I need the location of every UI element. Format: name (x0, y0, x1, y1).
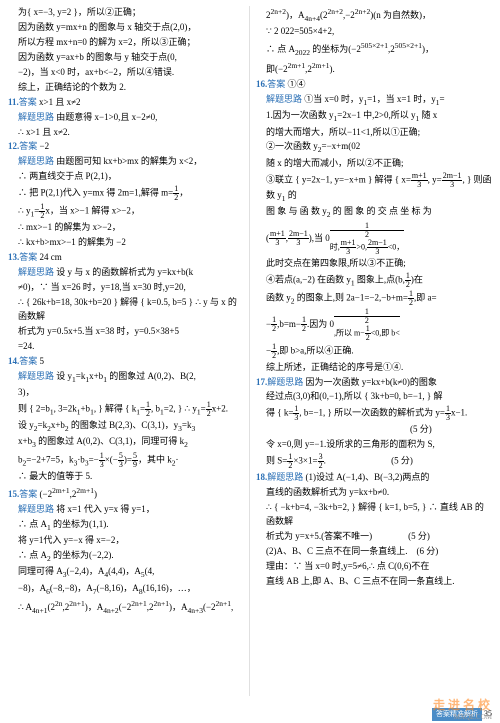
text-line: ∴ A4n+1(22n,22n+1)，A4n+2(−22n+1,22n+1)，A… (8, 598, 244, 616)
text-line: b2=−2+7=5，k3·b3=−13×(−53)=59，其中 k2· (8, 452, 244, 469)
page-content: 为{ x=−3, y=2 }，所以②正确；因为函数 y=mx+n 的图象与 x … (0, 0, 500, 698)
text-line: 经过点(3,0)和(0,−1),所以 { 3k+b=0, b=−1, } 解 (256, 390, 492, 404)
text-line: ∴ { −k+b=4, −3k+b=2, } 解得 { k=1, b=5, } … (256, 501, 492, 529)
text-line: −2)，当 x<0 时，ax+b<−2，所以④错误. (8, 66, 244, 80)
text-line: 函数 y2 的图象上,则 2a−1=−2,−b+m=12,即 a= (256, 290, 492, 307)
text-line: ∴ 把 P(2,1)代入 y=mx 得 2m=1,解得 m=12， (8, 185, 244, 202)
text-line: ∴ 点 A2022 的坐标为(−2505×2+1,2505×2+1)， (256, 40, 492, 58)
text-line: 解题思路 设 y1=k1x+b1 的图象过 A(0,2)、B(2, (8, 370, 244, 385)
text-line: −12,即 b>a,所以④正确. (256, 343, 492, 360)
text-line: 同理可得 A3(−2,4)，A4(4,4)，A5(4, (8, 565, 244, 580)
text-line: 此时交点在第四象限,所以③不正确; (256, 257, 492, 271)
text-line: 14.答案 5 (8, 355, 244, 369)
watermark-url: MXQE.COM (454, 712, 492, 723)
text-line: ∴ mx>−1 的解集为 x>−2， (8, 221, 244, 235)
text-line: 解题思路 由题意得 x−1>0,且 x−2≠0, (8, 111, 244, 125)
text-line: 得 { k=13, b=−1, } 所以一次函数的解析式为 y=13x−1. (256, 405, 492, 422)
text-line: =24. (8, 340, 244, 354)
column-left: 为{ x=−3, y=2 }，所以②正确；因为函数 y=mx+n 的图象与 x … (8, 6, 250, 696)
text-line: ≠0)，∵ 当 x=26 时，y=18,当 x=30 时,y=20, (8, 281, 244, 295)
text-line: ∵ 2 022=505×4+2, (256, 25, 492, 39)
text-line: −8)，A6(−8,−8)，A7(−8,16)，A8(16,16)，…， (8, 582, 244, 597)
text-line: ∴ 点 A2 的坐标为(−2,2). (8, 549, 244, 564)
text-line: ∴ kx+b>mx>−1 的解集为 −2 (8, 236, 244, 250)
text-line: 的增大而增大，所以−11<1,所以①正确; (256, 126, 492, 140)
text-line: −12,b=m−12.因为 012,所以 m−12<0,即 b< (256, 308, 492, 342)
text-line: 12.答案 −2 (8, 140, 244, 154)
text-line: 解题思路 设 y 与 x 的函数解析式为 y=kx+b(k (8, 266, 244, 280)
text-line: 因为函数 y=ax+b 的图象与 y 轴交于点(0, (8, 51, 244, 65)
text-line: x+b3 的图象过 A(0,2)、C(3,1)，同理可得 k2 (8, 435, 244, 450)
text-line: ∴ 最大的值等于 5. (8, 470, 244, 484)
text-line: 设 y2=k2x+b2 的图象过 B(2,3)、C(3,1)，y3=k3 (8, 419, 244, 434)
text-line: 所以方程 mx+n=0 的解为 x=2，所以③正确； (8, 36, 244, 50)
text-line: 理由：∵ 当 x=0 时,y=5≠6,∴ 点 C(0,6)不在 (256, 560, 492, 574)
text-line: 解题思路 将 x=1 代入 y=x 得 y=1， (8, 503, 244, 517)
text-line: 解题思路 ①当 x=0 时，y1=1，当 x=1 时，y1= (256, 93, 492, 108)
text-line: 直线的函数解析式为 y=kx+b≠0. (256, 486, 492, 500)
text-line: 直线 AB 上,即 A、B、C 三点不在同一条直线上. (256, 575, 492, 589)
text-line: 综上，正确结论的个数为 2. (8, 81, 244, 95)
text-line: 随 x 的增大而减小，所以②不正确; (256, 157, 492, 171)
text-line: (2)A、B、C 三点不在同一条直线上. (6 分) (256, 545, 492, 559)
text-line: ∴ 两直线交于点 P(2,1)， (8, 170, 244, 184)
text-line: ∴ { 26k+b=18, 30k+b=20 } 解得 { k=0.5, b=5… (8, 296, 244, 324)
text-line: ②一次函数 y2=−x+m(02 (256, 140, 492, 155)
text-line: 因为函数 y=mx+n 的图象与 x 轴交于点(2,0)， (8, 21, 244, 35)
text-line: 18.解题思路 (1)设过 A(−1,4)、B(−3,2)两点的 (256, 471, 492, 485)
text-line: 则 S=12×3×1=32. (5 分) (256, 453, 492, 470)
text-line: ③联立 { y=2x−1, y=−x+m } 解得 { x=m+13, y=2m… (256, 172, 492, 204)
text-line: 11.答案 x>1 且 x≠2 (8, 96, 244, 110)
column-right: 22n+2)，A4n+4(22n+2,−22n+2)(n 为自然数)，∵ 2 0… (256, 6, 492, 696)
text-line: 为{ x=−3, y=2 }，所以②正确； (8, 6, 244, 20)
text-line: 16.答案 ①④ (256, 78, 492, 92)
text-line: 析式为 y=x+5.(答案不唯一) (5 分) (256, 530, 492, 544)
text-line: 22n+2)，A4n+4(22n+2,−22n+2)(n 为自然数)， (256, 6, 492, 24)
text-line: (5 分) (256, 423, 492, 437)
text-line: 17.解题思路 因为一次函数 y=kx+b(k≠0)的图象 (256, 376, 492, 390)
text-line: 解题思路 由题图可知 kx+b>mx 的解集为 x<2， (8, 155, 244, 169)
text-line: 则 { 2=b1, 3=2k1+b1, } 解得 { k1=12, b1=2, … (8, 401, 244, 418)
text-line: 15.答案 (−22m+1,22m+1) (8, 485, 244, 502)
text-line: ∴ x>1 且 x≠2. (8, 126, 244, 140)
text-line: (m+13,2m−13),当 012时,m+13>0,2m−13<0， (256, 222, 492, 256)
text-line: 3)， (8, 386, 244, 400)
text-line: 即(−22m+1,22m+1). (256, 60, 492, 77)
text-line: 13.答案 24 cm (8, 251, 244, 265)
text-line: 将 y=1代入 y=−x 得 x=−2， (8, 534, 244, 548)
text-line: ∴ y1=12x，当 x>−1 解得 x>−2， (8, 203, 244, 220)
text-line: 令 x=0,则 y=−1.设所求的三角形的面积为 S, (256, 438, 492, 452)
text-line: ④若点(a,−2) 在函数 y1 图象上,点(b,12)在 (256, 272, 492, 289)
text-line: 1.因为一次函数 y1=2x−1 中,2>0,所以 y1 随 x (256, 109, 492, 124)
text-line: 图 象 与 函 数 y2 的 图 象 的 交 点 坐 标 为 (256, 205, 492, 220)
text-line: 综上所述，正确结论的序号是①④. (256, 361, 492, 375)
text-line: 析式为 y=0.5x+5.当 x=38 时，y=0.5×38+5 (8, 325, 244, 339)
text-line: ∴ 点 A1 的坐标为(1,1). (8, 518, 244, 533)
